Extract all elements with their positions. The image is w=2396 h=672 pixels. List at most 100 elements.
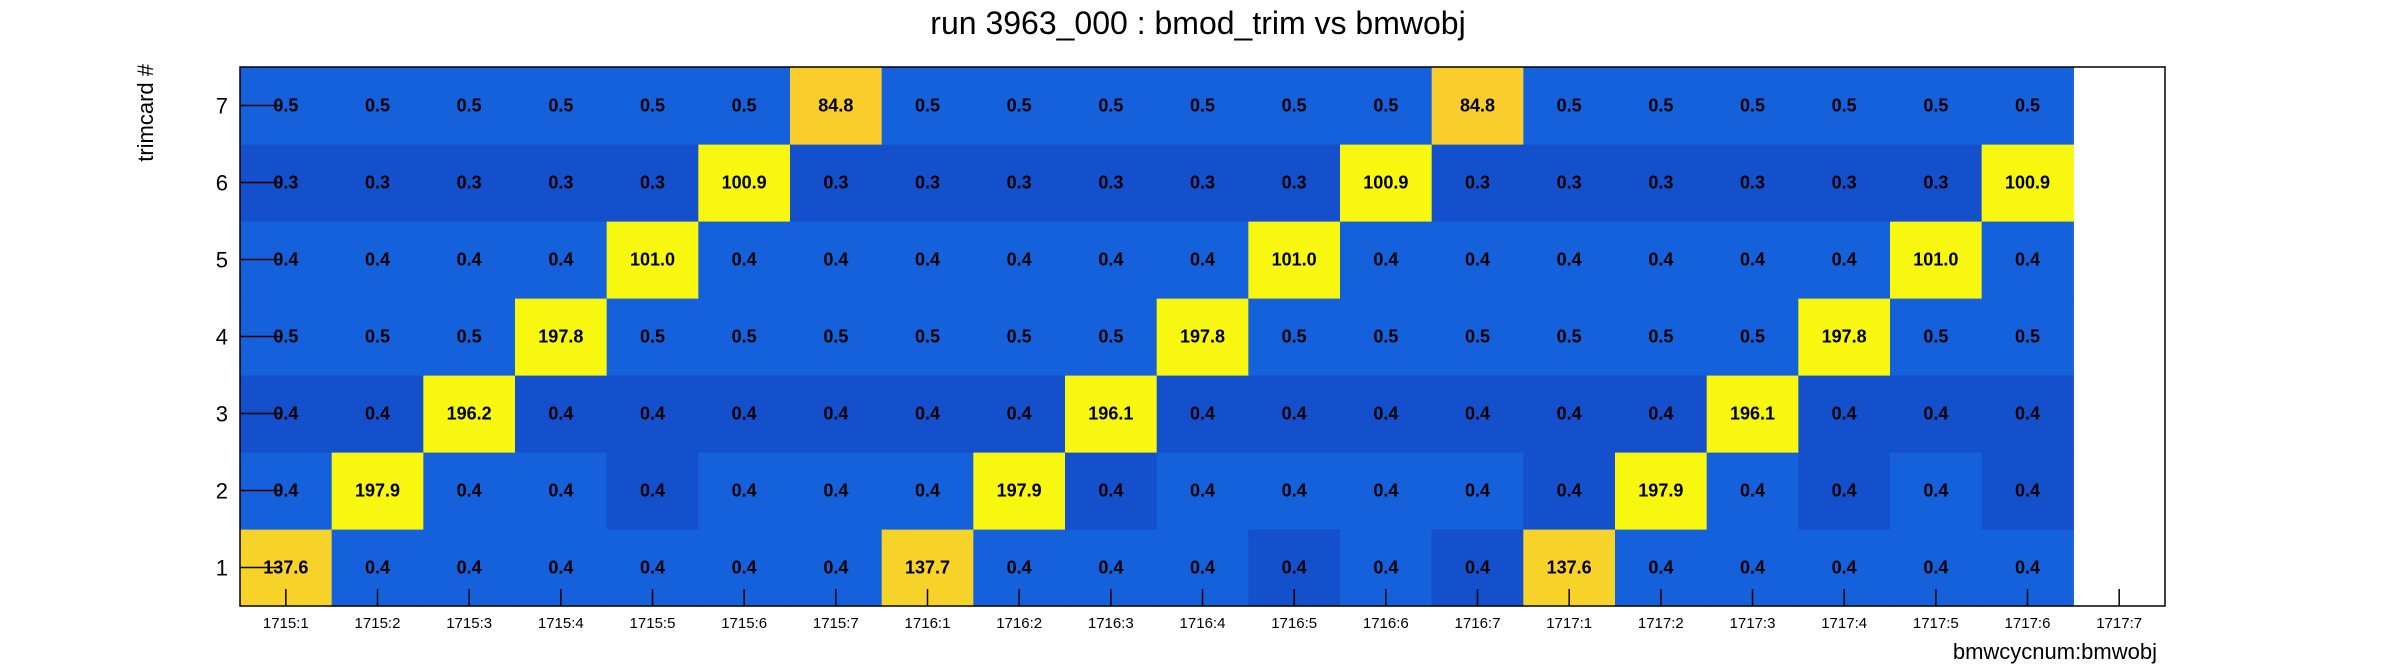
heatmap-cell: [515, 375, 608, 453]
cell-value-label: 0.4: [1007, 558, 1032, 578]
cell-value-label: 0.5: [915, 96, 940, 116]
cell-value-label: 0.3: [1557, 173, 1582, 193]
cell-value-label: 0.5: [823, 327, 848, 347]
heatmap-cell: [973, 67, 1066, 145]
cell-value-label: 0.3: [1007, 173, 1032, 193]
cell-value-label: 0.5: [548, 96, 573, 116]
cell-value-label: 0.4: [273, 250, 298, 270]
cell-value-label: 0.5: [640, 327, 665, 347]
cell-value-label: 0.5: [1648, 327, 1673, 347]
heatmap-cell: [698, 67, 791, 145]
cell-value-label: 0.4: [1923, 481, 1948, 501]
heatmap-cell: [515, 298, 608, 376]
chart-title: run 3963_000 : bmod_trim vs bmwobj: [930, 5, 1465, 41]
cell-value-label: 0.4: [823, 250, 848, 270]
heatmap-cell: [698, 375, 791, 453]
cell-value-label: 0.4: [915, 250, 940, 270]
x-tick-label: 1716:5: [1271, 615, 1317, 632]
cell-value-label: 0.5: [915, 327, 940, 347]
heatmap-cell: [790, 221, 883, 299]
y-tick-label: 5: [216, 248, 228, 273]
cell-value-label: 197.9: [997, 481, 1042, 501]
heatmap-cell: [1156, 144, 1249, 222]
x-tick-label: 1716:7: [1455, 615, 1501, 632]
cell-value-label: 100.9: [722, 173, 767, 193]
heatmap-cell: [881, 144, 974, 222]
heatmap-cell: [606, 375, 699, 453]
heatmap-cell: [1065, 221, 1158, 299]
cell-value-label: 0.4: [1465, 404, 1490, 424]
cell-value-label: 0.5: [1007, 327, 1032, 347]
heatmap-cell: [1798, 452, 1891, 530]
cell-value-label: 0.5: [1373, 96, 1398, 116]
cell-value-label: 101.0: [1913, 250, 1958, 270]
heatmap-cell: [1890, 452, 1983, 530]
heatmap-cell: [1248, 452, 1341, 530]
cell-value-label: 0.4: [1740, 558, 1765, 578]
cell-value-label: 0.3: [457, 173, 482, 193]
cell-value-label: 0.4: [1465, 250, 1490, 270]
x-tick-label: 1717:5: [1913, 615, 1959, 632]
cell-value-label: 0.4: [823, 404, 848, 424]
cell-value-label: 0.5: [732, 96, 757, 116]
cell-value-label: 0.4: [1282, 481, 1307, 501]
heatmap-cell: [1981, 452, 2074, 530]
cell-value-label: 0.4: [1007, 250, 1032, 270]
heatmap-cell: [1890, 67, 1983, 145]
cell-value-label: 0.4: [548, 404, 573, 424]
cell-value-label: 0.3: [1648, 173, 1673, 193]
heatmap-cell: [606, 298, 699, 376]
cell-value-label: 0.3: [1465, 173, 1490, 193]
cell-value-label: 0.4: [1648, 558, 1673, 578]
x-tick-label: 1715:4: [538, 615, 584, 632]
y-tick-label: 3: [216, 402, 228, 427]
cell-value-label: 0.3: [1190, 173, 1215, 193]
cell-value-label: 0.4: [548, 481, 573, 501]
cell-value-label: 196.1: [1730, 404, 1775, 424]
heatmap-cell: [331, 144, 424, 222]
heatmap-cell: [1156, 375, 1249, 453]
y-tick-label: 6: [216, 171, 228, 196]
x-axis-label: bmwcycnum:bmwobj: [1953, 639, 2157, 664]
cell-value-label: 84.8: [818, 96, 853, 116]
x-tick-label: 1716:6: [1363, 615, 1409, 632]
heatmap-cell: [1248, 298, 1341, 376]
cell-value-label: 0.3: [915, 173, 940, 193]
cell-value-label: 0.4: [365, 250, 390, 270]
x-axis: 1715:1 1715:2 1715:3 1715:4 1715:5 1715:6 1715…: [263, 589, 2142, 632]
cell-value-label: 0.4: [1190, 481, 1215, 501]
cell-value-label: 0.4: [1373, 558, 1398, 578]
heatmap-cell: [515, 67, 608, 145]
heatmap-cell: [1706, 221, 1799, 299]
x-tick-label: 1716:2: [996, 615, 1042, 632]
cell-value-label: 0.3: [640, 173, 665, 193]
cell-value-label: 0.3: [1740, 173, 1765, 193]
heatmap-cell: [1340, 298, 1433, 376]
heatmap-cell: [1798, 221, 1891, 299]
heatmap-cell: [1706, 452, 1799, 530]
heatmap-cell: [423, 144, 516, 222]
heatmap-cell: [331, 67, 424, 145]
cell-value-label: 0.3: [823, 173, 848, 193]
cell-value-label: 0.4: [732, 250, 757, 270]
heatmap-cell: [1065, 375, 1158, 453]
heatmap-cell: [698, 144, 791, 222]
heatmap-cell: [1248, 375, 1341, 453]
x-tick-label: 1717:4: [1821, 615, 1867, 632]
heatmap-cell: [1523, 375, 1616, 453]
cell-value-label: 137.6: [263, 558, 308, 578]
heatmap-cell: [606, 67, 699, 145]
heatmap-cell: [790, 298, 883, 376]
cell-value-label: 84.8: [1460, 96, 1495, 116]
cell-value-label: 101.0: [1272, 250, 1317, 270]
heatmap-cell: [1890, 375, 1983, 453]
heatmap-cell: [1615, 144, 1708, 222]
cell-value-label: 0.4: [457, 481, 482, 501]
heatmap-cell: [1340, 144, 1433, 222]
heatmap-cell: [1156, 298, 1249, 376]
heatmap-cell: [1615, 452, 1708, 530]
cell-value-label: 0.5: [1098, 327, 1123, 347]
heatmap-cell: [973, 144, 1066, 222]
cell-value-label: 137.6: [1547, 558, 1592, 578]
